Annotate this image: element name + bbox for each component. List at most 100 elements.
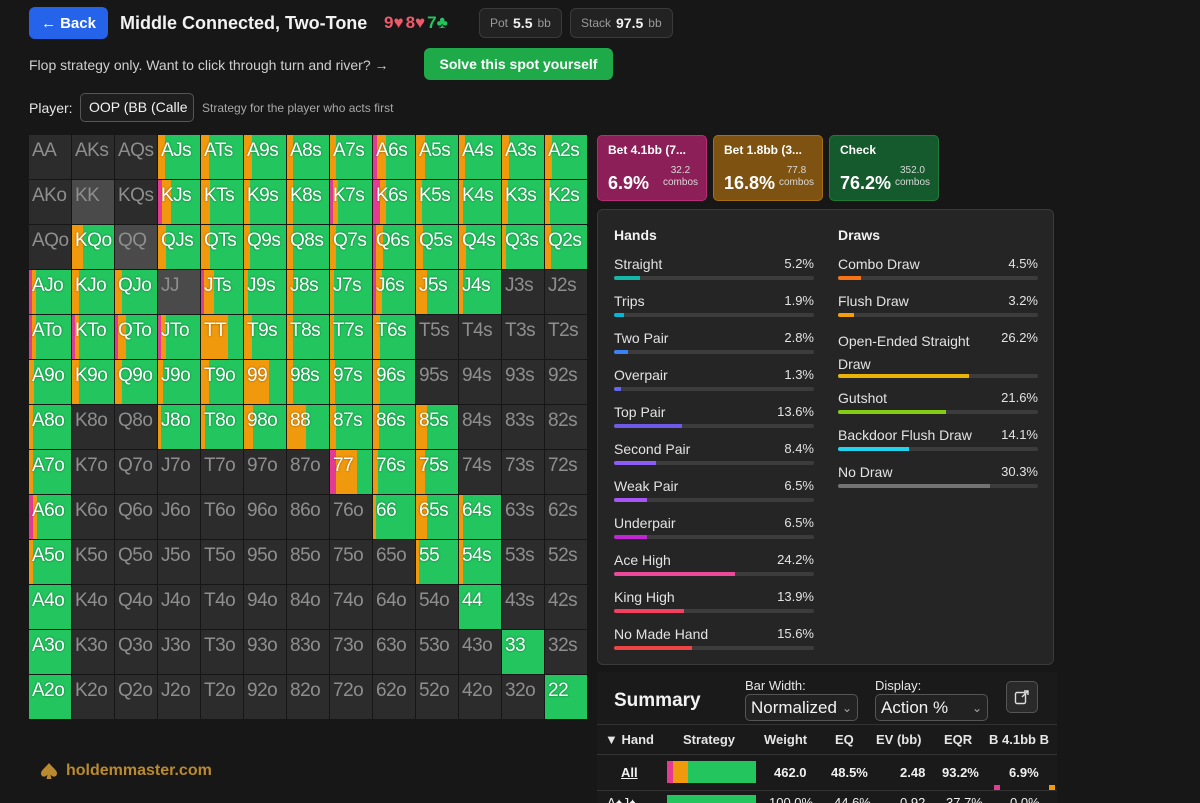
strategy-column-header[interactable]: Strategy [683,732,736,747]
weight-column-header[interactable]: Weight [764,732,808,747]
range-cell-a3o[interactable]: A3o [29,630,72,675]
range-cell-k3s[interactable]: K3s [502,180,545,225]
range-cell-a7o[interactable]: A7o [29,450,72,495]
range-cell-k2o[interactable]: K2o [72,675,115,720]
range-cell-65s[interactable]: 65s [416,495,459,540]
breakdown-row-second-pair[interactable]: Second Pair 8.4% [614,441,814,465]
range-cell-t2o[interactable]: T2o [201,675,244,720]
range-cell-54s[interactable]: 54s [459,540,502,585]
action-bet-large[interactable]: Bet 4.1bb (7... 6.9% 32.2 combos [597,135,707,201]
range-cell-85s[interactable]: 85s [416,405,459,450]
range-cell-q7o[interactable]: Q7o [115,450,158,495]
eqr-column-header[interactable]: EQR [944,732,973,747]
range-cell-92s[interactable]: 92s [545,360,588,405]
range-cell-a3s[interactable]: A3s [502,135,545,180]
breakdown-row-overpair[interactable]: Overpair 1.3% [614,367,814,391]
range-cell-kjo[interactable]: KJo [72,270,115,315]
range-cell-k8s[interactable]: K8s [287,180,330,225]
range-cell-a8s[interactable]: A8s [287,135,330,180]
breakdown-row-flush-draw[interactable]: Flush Draw 3.2% [838,293,1038,317]
range-cell-53s[interactable]: 53s [502,540,545,585]
range-cell-k9s[interactable]: K9s [244,180,287,225]
range-cell-t5s[interactable]: T5s [416,315,459,360]
range-cell-84o[interactable]: 84o [287,585,330,630]
range-cell-85o[interactable]: 85o [287,540,330,585]
range-cell-43o[interactable]: 43o [459,630,502,675]
range-cell-a8o[interactable]: A8o [29,405,72,450]
range-cell-j2s[interactable]: J2s [545,270,588,315]
range-cell-aqs[interactable]: AQs [115,135,158,180]
table-row[interactable]: A♠J♠ 100.0% 44.6% 0.92 37.7% 0.0% [597,790,1057,803]
range-cell-73o[interactable]: 73o [330,630,373,675]
range-cell-aks[interactable]: AKs [72,135,115,180]
range-cell-q6s[interactable]: Q6s [373,225,416,270]
range-cell-q7s[interactable]: Q7s [330,225,373,270]
ev-column-header[interactable]: EV (bb) [876,732,922,747]
range-cell-86s[interactable]: 86s [373,405,416,450]
range-cell-j4o[interactable]: J4o [158,585,201,630]
range-cell-j6s[interactable]: J6s [373,270,416,315]
range-cell-53o[interactable]: 53o [416,630,459,675]
range-cell-kk[interactable]: KK [72,180,115,225]
range-cell-t4o[interactable]: T4o [201,585,244,630]
range-cell-j7s[interactable]: J7s [330,270,373,315]
all-hands-link[interactable]: All [621,765,638,780]
range-cell-k2s[interactable]: K2s [545,180,588,225]
range-cell-62o[interactable]: 62o [373,675,416,720]
range-cell-82o[interactable]: 82o [287,675,330,720]
range-cell-83o[interactable]: 83o [287,630,330,675]
table-row[interactable]: All 462.0 48.5% 2.48 93.2% 6.9% [597,754,1057,790]
range-cell-64s[interactable]: 64s [459,495,502,540]
breakdown-row-weak-pair[interactable]: Weak Pair 6.5% [614,478,814,502]
range-cell-k6o[interactable]: K6o [72,495,115,540]
range-cell-95o[interactable]: 95o [244,540,287,585]
range-cell-jts[interactable]: JTs [201,270,244,315]
range-cell-ats[interactable]: ATs [201,135,244,180]
range-cell-64o[interactable]: 64o [373,585,416,630]
range-cell-ajo[interactable]: AJo [29,270,72,315]
range-cell-qq[interactable]: QQ [115,225,158,270]
range-cell-86o[interactable]: 86o [287,495,330,540]
range-cell-j3s[interactable]: J3s [502,270,545,315]
range-cell-42o[interactable]: 42o [459,675,502,720]
breakdown-row-underpair[interactable]: Underpair 6.5% [614,515,814,539]
range-cell-k5o[interactable]: K5o [72,540,115,585]
range-cell-q3s[interactable]: Q3s [502,225,545,270]
range-cell-73s[interactable]: 73s [502,450,545,495]
range-cell-t9o[interactable]: T9o [201,360,244,405]
range-cell-q2s[interactable]: Q2s [545,225,588,270]
range-cell-88[interactable]: 88 [287,405,330,450]
range-cell-t2s[interactable]: T2s [545,315,588,360]
bet-column-header[interactable]: B 4.1bb B [989,732,1049,747]
range-cell-t8o[interactable]: T8o [201,405,244,450]
range-cell-k7s[interactable]: K7s [330,180,373,225]
range-cell-k3o[interactable]: K3o [72,630,115,675]
range-cell-82s[interactable]: 82s [545,405,588,450]
range-cell-jto[interactable]: JTo [158,315,201,360]
range-cell-t7s[interactable]: T7s [330,315,373,360]
range-cell-97o[interactable]: 97o [244,450,287,495]
range-cell-43s[interactable]: 43s [502,585,545,630]
range-cell-75o[interactable]: 75o [330,540,373,585]
range-cell-j6o[interactable]: J6o [158,495,201,540]
range-cell-kjs[interactable]: KJs [158,180,201,225]
range-cell-q3o[interactable]: Q3o [115,630,158,675]
range-cell-t4s[interactable]: T4s [459,315,502,360]
range-cell-q4s[interactable]: Q4s [459,225,502,270]
range-cell-j5o[interactable]: J5o [158,540,201,585]
range-cell-65o[interactable]: 65o [373,540,416,585]
range-cell-aqo[interactable]: AQo [29,225,72,270]
range-cell-97s[interactable]: 97s [330,360,373,405]
open-external-button[interactable] [1006,681,1038,713]
range-cell-76s[interactable]: 76s [373,450,416,495]
player-select[interactable]: OOP (BB (Calle [80,93,194,122]
range-cell-98o[interactable]: 98o [244,405,287,450]
range-cell-94o[interactable]: 94o [244,585,287,630]
breakdown-row-backdoor-flush-draw[interactable]: Backdoor Flush Draw 14.1% [838,427,1038,451]
range-cell-j7o[interactable]: J7o [158,450,201,495]
range-cell-a4o[interactable]: A4o [29,585,72,630]
range-cell-j8s[interactable]: J8s [287,270,330,315]
range-cell-95s[interactable]: 95s [416,360,459,405]
range-cell-q5o[interactable]: Q5o [115,540,158,585]
range-cell-k5s[interactable]: K5s [416,180,459,225]
